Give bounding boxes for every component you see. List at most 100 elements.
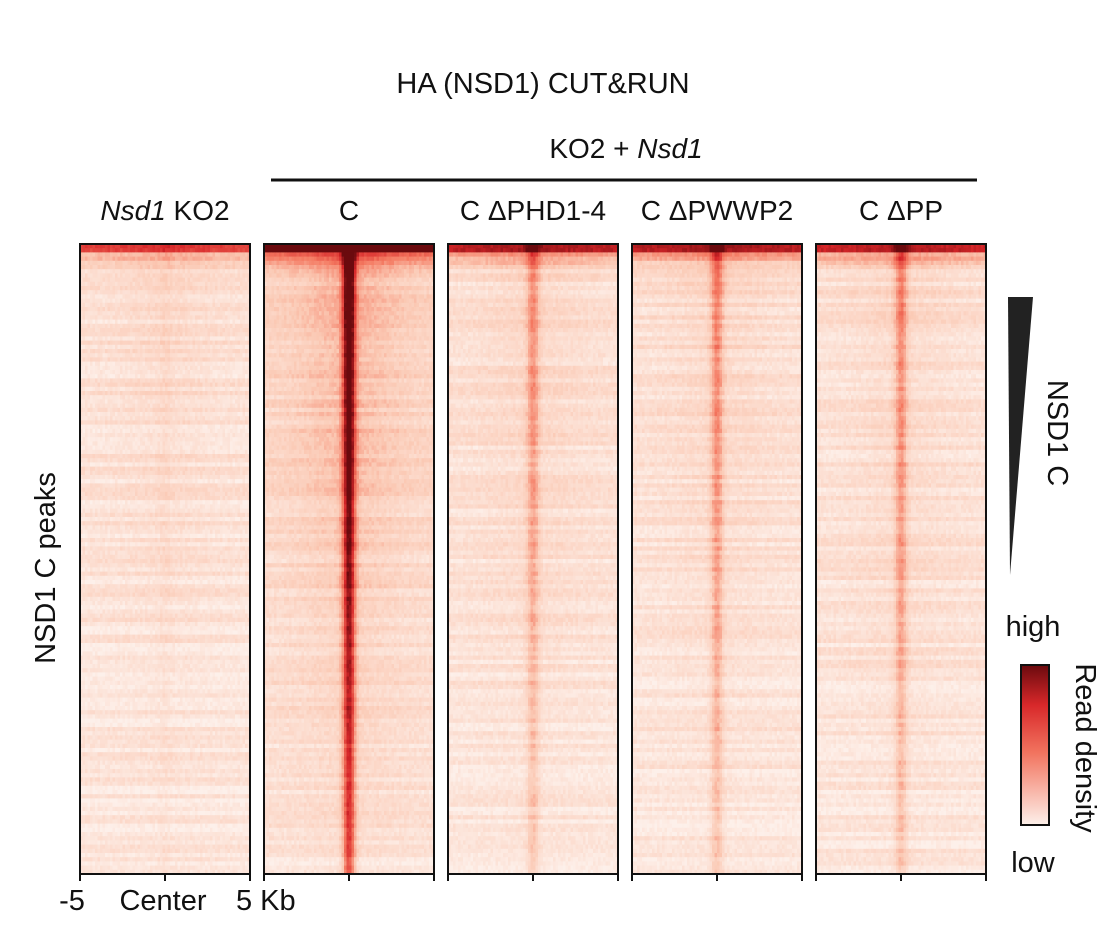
heatmap-cell bbox=[175, 462, 178, 467]
heatmap-cell bbox=[238, 265, 241, 270]
heatmap-cell bbox=[135, 433, 138, 438]
heatmap-cell bbox=[193, 248, 196, 253]
heatmap-cell bbox=[225, 437, 228, 442]
heatmap-cell bbox=[135, 412, 138, 417]
heatmap-cell bbox=[138, 387, 141, 392]
heatmap-cell bbox=[115, 362, 118, 367]
heatmap-cell bbox=[90, 248, 93, 253]
heatmap-cell bbox=[175, 290, 178, 295]
panel-label-1: Nsd1 KO2 bbox=[100, 195, 229, 226]
heatmap-cell bbox=[243, 311, 246, 316]
heatmap-cell bbox=[223, 307, 226, 312]
heatmap-cell bbox=[108, 366, 111, 371]
heatmap-cell bbox=[190, 378, 193, 383]
heatmap-cell bbox=[88, 332, 91, 337]
heatmap-cell bbox=[220, 420, 223, 425]
heatmap-cell bbox=[168, 395, 171, 400]
heatmap-cell bbox=[223, 278, 226, 283]
heatmap-cell bbox=[110, 433, 113, 438]
heatmap-cell bbox=[220, 349, 223, 354]
heatmap-cell bbox=[210, 454, 213, 459]
heatmap-cell bbox=[193, 462, 196, 467]
heatmap-cell bbox=[128, 446, 131, 451]
heatmap-cell bbox=[188, 446, 191, 451]
heatmap-cell bbox=[175, 454, 178, 459]
heatmap-cell bbox=[185, 458, 188, 463]
heatmap-cell bbox=[138, 467, 141, 472]
heatmap-cell bbox=[150, 462, 153, 467]
heatmap-cell bbox=[145, 353, 148, 358]
heatmap-cell bbox=[188, 462, 191, 467]
heatmap-cell bbox=[105, 450, 108, 455]
heatmap-cell bbox=[153, 349, 156, 354]
heatmap-cell bbox=[228, 458, 231, 463]
heatmap-cell bbox=[230, 353, 233, 358]
heatmap-cell bbox=[183, 278, 186, 283]
heatmap-cell bbox=[173, 387, 176, 392]
heatmap-cell bbox=[178, 441, 181, 446]
heatmap-cell bbox=[195, 429, 198, 434]
heatmap-cell bbox=[190, 420, 193, 425]
heatmap-cell bbox=[218, 425, 221, 430]
heatmap-cell bbox=[223, 315, 226, 320]
heatmap-cell bbox=[233, 446, 236, 451]
heatmap-cell bbox=[135, 387, 138, 392]
heatmap-cell bbox=[143, 357, 146, 362]
heatmap-cell bbox=[105, 420, 108, 425]
heatmap-cell bbox=[113, 328, 116, 333]
heatmap-cell bbox=[195, 416, 198, 421]
heatmap-cell bbox=[83, 315, 86, 320]
heatmap-cell bbox=[88, 437, 91, 442]
heatmap-cell bbox=[148, 399, 151, 404]
heatmap-cell bbox=[130, 345, 133, 350]
heatmap-cell bbox=[115, 341, 118, 346]
heatmap-cell bbox=[140, 383, 143, 388]
heatmap-cell bbox=[160, 429, 163, 434]
heatmap-cell bbox=[105, 299, 108, 304]
heatmap-cell bbox=[100, 282, 103, 287]
heatmap-cell bbox=[90, 265, 93, 270]
heatmap-cell bbox=[210, 458, 213, 463]
heatmap-cell bbox=[170, 278, 173, 283]
heatmap-cell bbox=[238, 278, 241, 283]
heatmap-cell bbox=[83, 311, 86, 316]
heatmap-cell bbox=[215, 433, 218, 438]
heatmap-cell bbox=[173, 299, 176, 304]
heatmap-cell bbox=[210, 383, 213, 388]
heatmap-cell bbox=[83, 420, 86, 425]
heatmap-cell bbox=[170, 362, 173, 367]
heatmap-cell bbox=[163, 315, 166, 320]
heatmap-cell bbox=[245, 416, 248, 421]
heatmap-cell bbox=[108, 433, 111, 438]
heatmap-cell bbox=[120, 315, 123, 320]
heatmap-cell bbox=[165, 420, 168, 425]
heatmap-cell bbox=[83, 324, 86, 329]
heatmap-cell bbox=[103, 252, 106, 257]
heatmap-cell bbox=[168, 383, 171, 388]
panel-label-4: C ΔPWWP2 bbox=[641, 195, 793, 226]
heatmap-cell bbox=[163, 467, 166, 472]
heatmap-cell bbox=[125, 248, 128, 253]
heatmap-cell bbox=[173, 399, 176, 404]
heatmap-cell bbox=[240, 391, 243, 396]
heatmap-cell bbox=[198, 425, 201, 430]
heatmap-cell bbox=[125, 395, 128, 400]
heatmap-cell bbox=[175, 362, 178, 367]
heatmap-cell bbox=[168, 370, 171, 375]
heatmap-cell bbox=[198, 446, 201, 451]
heatmap-cell bbox=[225, 378, 228, 383]
heatmap-cell bbox=[203, 450, 206, 455]
heatmap-cell bbox=[153, 336, 156, 341]
heatmap-cell bbox=[168, 252, 171, 257]
panel-labels: Nsd1 KO2 C C ΔPHD1-4 C ΔPWWP2 C ΔPP bbox=[100, 195, 943, 226]
heatmap-cell bbox=[120, 429, 123, 434]
heatmap-cell bbox=[85, 257, 88, 262]
heatmap-cell bbox=[173, 450, 176, 455]
heatmap-cell bbox=[220, 315, 223, 320]
heatmap-cell bbox=[180, 399, 183, 404]
heatmap-cell bbox=[118, 265, 121, 270]
heatmap-cell bbox=[88, 257, 91, 262]
heatmap-cell bbox=[225, 441, 228, 446]
heatmap-cell bbox=[140, 252, 143, 257]
heatmap-cell bbox=[168, 303, 171, 308]
